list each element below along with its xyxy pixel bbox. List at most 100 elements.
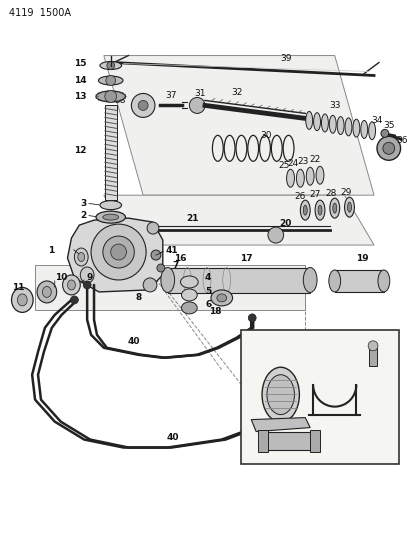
Ellipse shape [315, 200, 325, 220]
Ellipse shape [182, 302, 197, 314]
Text: 22: 22 [310, 155, 321, 164]
Bar [369, 348, 377, 366]
Text: 11: 11 [12, 284, 24, 293]
Ellipse shape [353, 119, 360, 137]
Text: 32: 32 [231, 88, 242, 97]
Circle shape [147, 222, 159, 234]
Ellipse shape [42, 286, 51, 297]
Ellipse shape [62, 275, 80, 295]
Text: 31: 31 [194, 89, 206, 98]
Circle shape [107, 61, 115, 69]
Text: 27: 27 [309, 190, 321, 199]
Circle shape [103, 236, 134, 268]
Ellipse shape [369, 122, 375, 140]
Ellipse shape [67, 280, 75, 290]
Circle shape [138, 100, 148, 110]
Text: 15: 15 [74, 59, 86, 68]
Text: 23: 23 [297, 157, 309, 166]
Text: 40: 40 [127, 337, 140, 346]
Text: 1: 1 [49, 246, 55, 255]
Circle shape [255, 406, 263, 414]
Text: 41: 41 [166, 246, 178, 255]
Text: 17: 17 [240, 254, 253, 263]
Circle shape [91, 224, 146, 280]
Bar [261, 432, 315, 449]
Ellipse shape [182, 289, 197, 301]
Ellipse shape [329, 270, 341, 292]
Text: 12: 12 [74, 146, 86, 155]
Ellipse shape [314, 112, 321, 131]
Circle shape [189, 98, 205, 114]
Circle shape [377, 136, 401, 160]
Ellipse shape [180, 276, 198, 288]
Ellipse shape [11, 287, 33, 312]
Ellipse shape [348, 202, 351, 212]
Text: 3: 3 [80, 199, 86, 208]
Text: 18: 18 [208, 308, 221, 317]
Text: 14: 14 [73, 76, 86, 85]
Ellipse shape [378, 270, 390, 292]
Bar [310, 430, 320, 451]
Bar [105, 106, 117, 200]
Text: 20: 20 [279, 219, 292, 228]
Ellipse shape [316, 166, 324, 184]
Text: 35: 35 [383, 121, 395, 130]
Text: 43: 43 [253, 335, 266, 344]
Bar [335, 270, 384, 292]
Circle shape [368, 341, 378, 351]
Circle shape [157, 264, 165, 272]
Text: 36: 36 [396, 136, 407, 145]
Text: 44: 44 [315, 445, 328, 454]
Ellipse shape [211, 290, 233, 306]
Ellipse shape [286, 169, 295, 187]
Ellipse shape [18, 294, 27, 306]
Ellipse shape [322, 114, 328, 132]
Text: 24: 24 [288, 159, 299, 168]
Text: 30: 30 [260, 131, 272, 140]
Ellipse shape [74, 248, 88, 266]
Bar [168, 268, 310, 293]
Text: 8: 8 [135, 294, 141, 302]
Text: 37: 37 [165, 91, 176, 100]
Text: 2: 2 [80, 211, 86, 220]
Ellipse shape [306, 167, 314, 185]
Polygon shape [251, 417, 310, 432]
Ellipse shape [78, 253, 85, 262]
Text: 29: 29 [341, 188, 352, 197]
Text: 4: 4 [205, 273, 211, 282]
Polygon shape [104, 55, 374, 195]
Ellipse shape [329, 115, 336, 133]
Ellipse shape [300, 200, 310, 220]
Text: 7: 7 [173, 261, 179, 270]
Ellipse shape [297, 169, 304, 187]
Circle shape [248, 314, 256, 322]
Circle shape [105, 91, 117, 102]
Ellipse shape [96, 91, 126, 102]
Text: 1: 1 [320, 415, 326, 424]
Text: 33: 33 [329, 101, 341, 110]
Text: 38: 38 [114, 96, 126, 105]
Ellipse shape [100, 61, 122, 69]
Text: 39: 39 [280, 54, 291, 63]
Circle shape [71, 296, 78, 304]
Ellipse shape [333, 203, 337, 213]
Ellipse shape [98, 76, 123, 85]
Ellipse shape [217, 294, 227, 302]
Circle shape [131, 93, 155, 117]
Circle shape [83, 281, 91, 289]
Ellipse shape [345, 197, 355, 217]
Text: 21: 21 [186, 214, 199, 223]
Polygon shape [67, 218, 163, 292]
Ellipse shape [303, 205, 307, 215]
Circle shape [383, 142, 395, 154]
Ellipse shape [267, 375, 295, 415]
Ellipse shape [103, 214, 119, 220]
Circle shape [106, 76, 115, 85]
Circle shape [111, 244, 126, 260]
Text: 16: 16 [174, 254, 187, 263]
Bar [242, 330, 399, 464]
Text: 10: 10 [55, 273, 67, 282]
Text: 28: 28 [325, 189, 337, 198]
Ellipse shape [330, 198, 339, 218]
Text: 40: 40 [166, 433, 179, 442]
